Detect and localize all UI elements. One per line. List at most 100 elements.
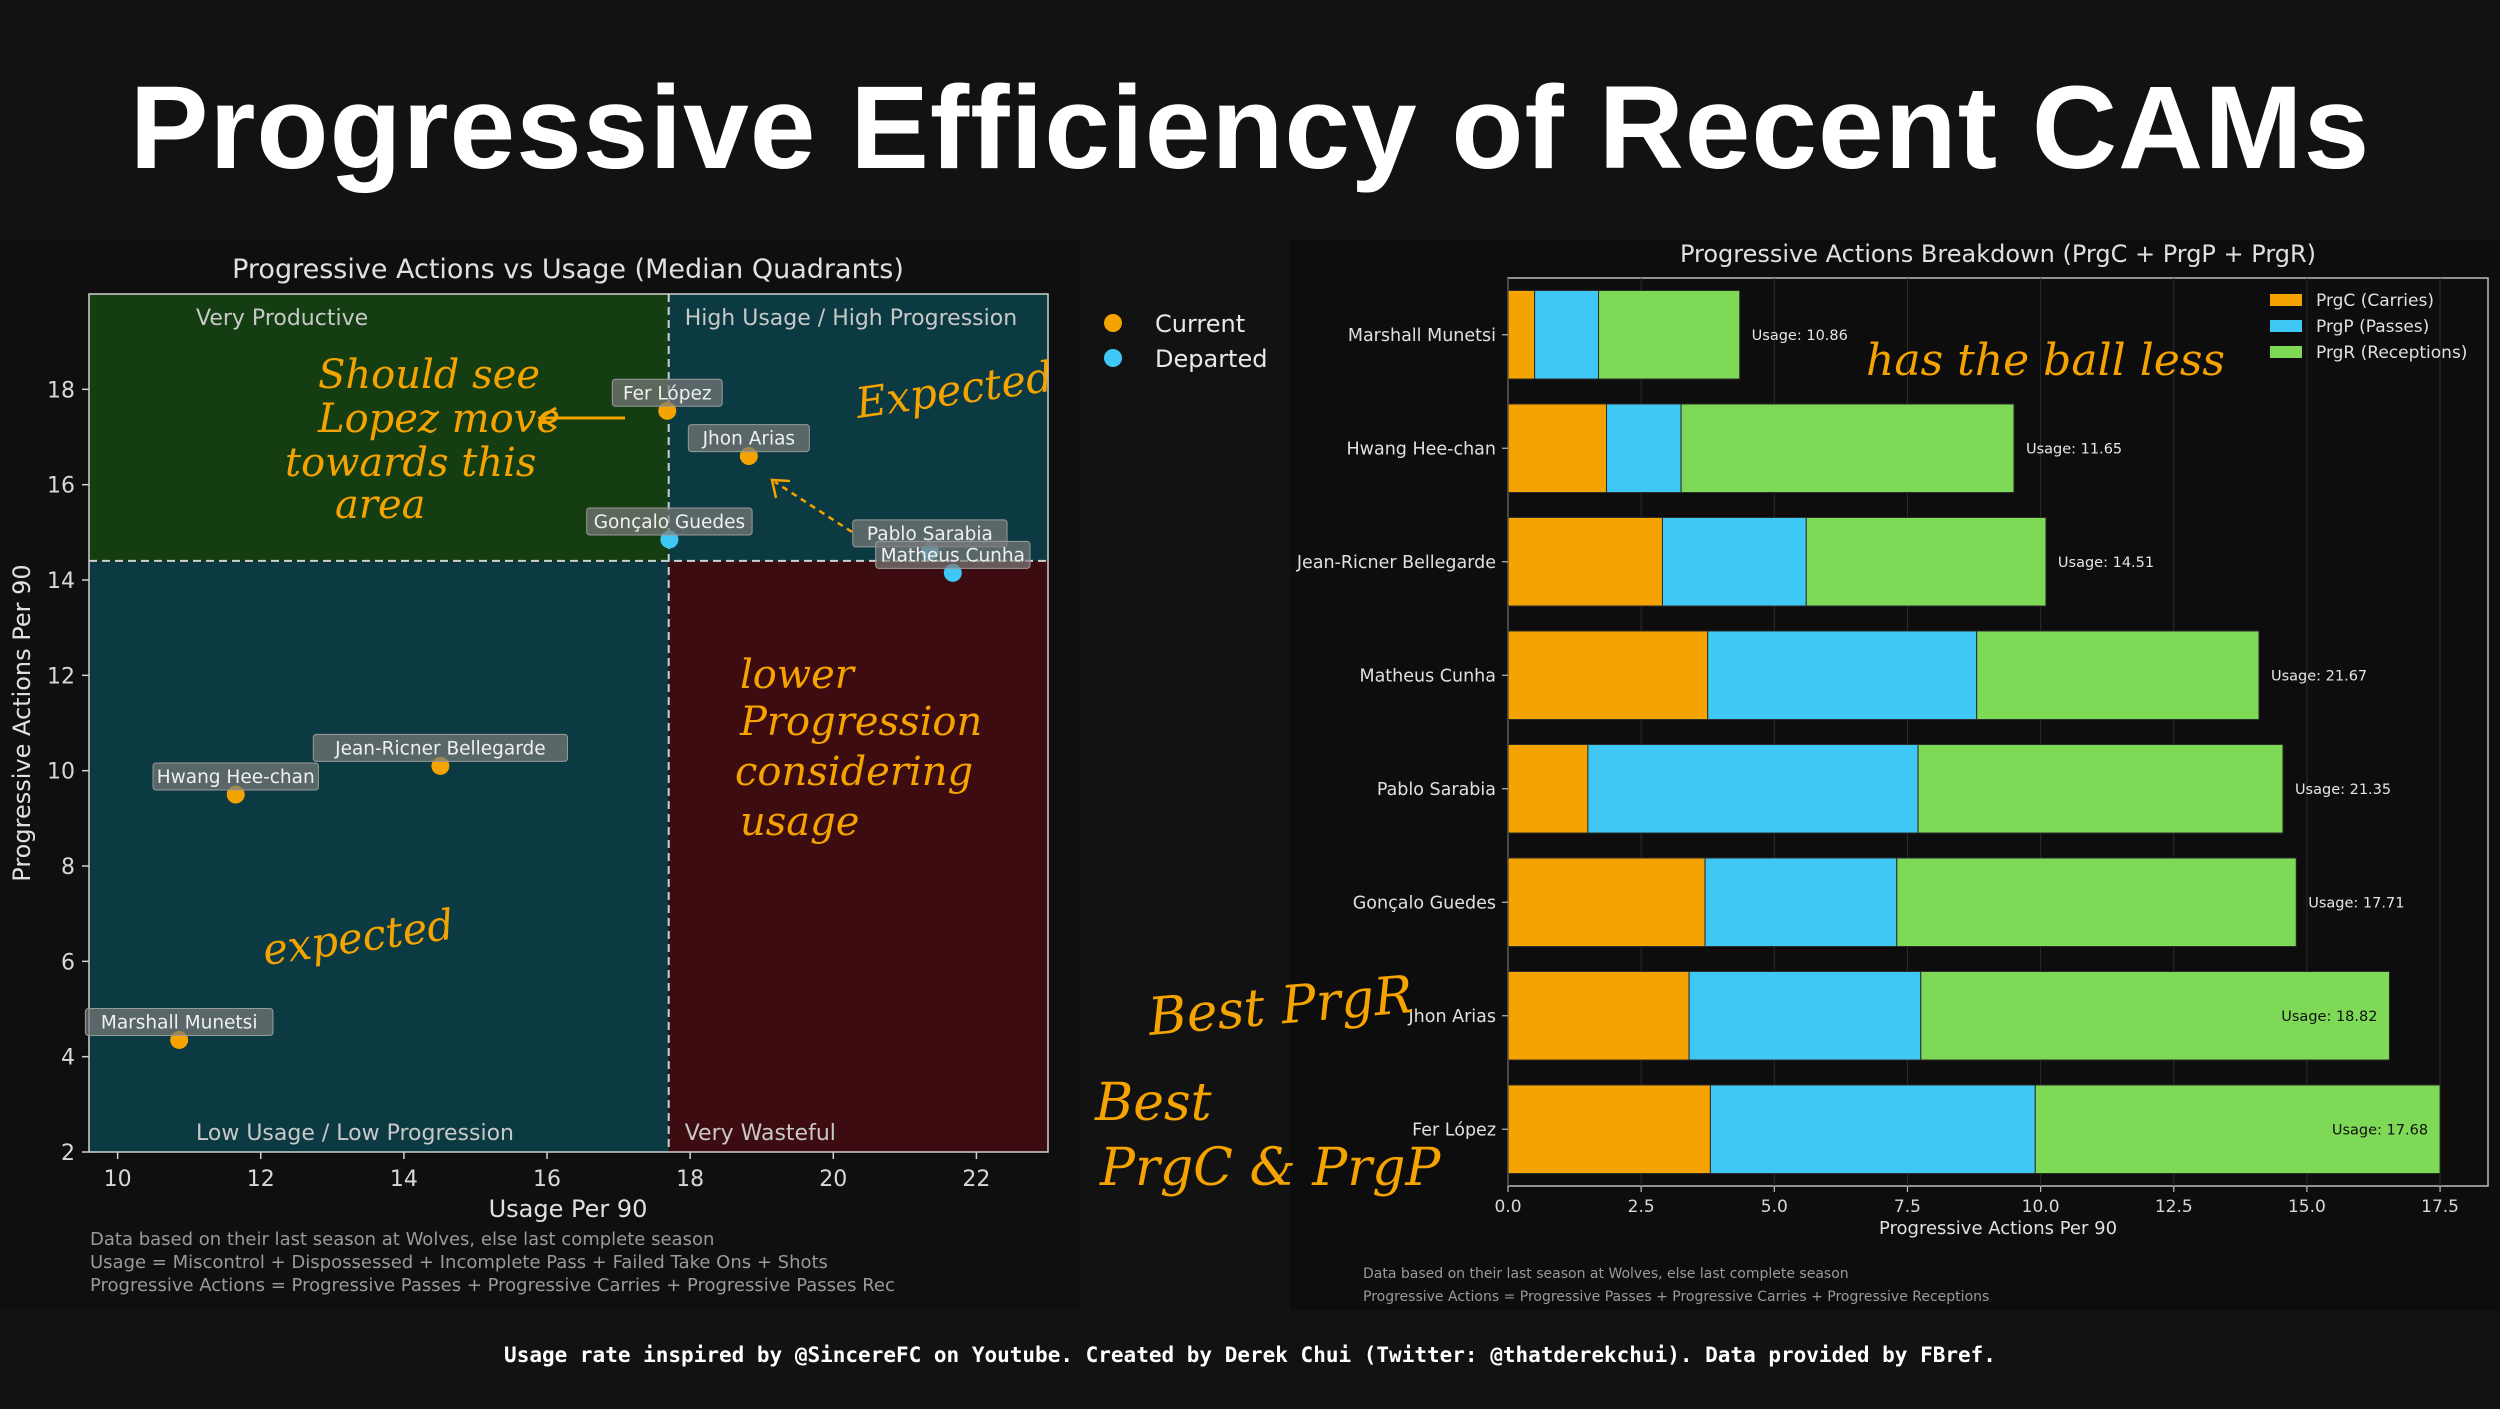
point-label-jean-ricner-bellegarde: Jean-Ricner Bellegarde: [334, 738, 546, 759]
quadrant-very-wasteful: [668, 560, 1048, 1152]
bar-segment-prgc: [1507, 630, 1709, 721]
point-label-fer-lopez: Fer López: [623, 383, 712, 404]
annotation-should-see-3: towards this: [285, 440, 536, 486]
bar-category-label: Jhon Arias: [1408, 1007, 1496, 1027]
usage-label: Usage: 11.65: [2026, 441, 2122, 457]
annotation-best-prgc-2: PrgC & PrgP: [1099, 1138, 1441, 1198]
annotation-lower-1: lower: [740, 652, 857, 698]
usage-label: Usage: 21.35: [2295, 782, 2391, 798]
bar-x-tick-label: 2.5: [1628, 1197, 1655, 1217]
bar-category-label: Jean-Ricner Bellegarde: [1296, 553, 1496, 573]
bar-segment-prgc: [1507, 1084, 1711, 1175]
bar-segment-prgp: [1606, 403, 1682, 494]
legend-departed-label: Departed: [1155, 345, 1267, 373]
quadrant-very-productive: [89, 294, 669, 561]
quadrant-label-low-low: Low Usage / Low Progression: [196, 1121, 514, 1146]
bar-segment-prgp: [1661, 516, 1807, 607]
point-label-box: [152, 762, 319, 791]
scatter-x-tick-label: 14: [390, 1167, 418, 1192]
bar-segment-prgc: [1507, 970, 1690, 1061]
bar-segment-prgc: [1507, 289, 1536, 380]
scatter-x-tick-label: 22: [962, 1167, 990, 1192]
scatter-note-3: Progressive Actions = Progressive Passes…: [90, 1275, 895, 1296]
scatter-y-tick-label: 10: [47, 760, 75, 785]
legend-current-label: Current: [1155, 310, 1245, 338]
footer-credits: Usage rate inspired by @SincereFC on You…: [504, 1343, 1996, 1367]
bar-segment-prgc: [1507, 516, 1663, 607]
annotation-should-see-1: Should see: [318, 352, 540, 398]
quadrant-label-very-productive: Very Productive: [196, 306, 368, 331]
annotation-lower-4: usage: [740, 799, 859, 845]
scatter-plot-border: [88, 293, 1049, 1153]
scatter-title: Progressive Actions vs Usage (Median Qua…: [232, 254, 904, 285]
point-label-box: [875, 540, 1031, 569]
bar-x-tick-label: 0.0: [1494, 1197, 1521, 1217]
legend-current-marker: [1104, 314, 1122, 332]
annotations: Should see Lopez move towards this area …: [260, 335, 2225, 1198]
annotation-lower-2: Progression: [739, 699, 982, 745]
scatter-y-tick-label: 4: [61, 1046, 75, 1071]
quadrant-low-low: [89, 560, 669, 1152]
scatter-x-axis-label: Usage Per 90: [489, 1195, 648, 1223]
scatter-note-2: Usage = Miscontrol + Dispossessed + Inco…: [90, 1252, 828, 1273]
point-label-box: [687, 424, 810, 453]
scatter-x-tick-label: 16: [533, 1167, 561, 1192]
scatter-x-tick-label: 18: [676, 1167, 704, 1192]
scatter-x-tick-label: 20: [819, 1167, 847, 1192]
bar-x-tick-label: 10.0: [2022, 1197, 2060, 1217]
bar-segment-prgr: [1917, 743, 2284, 834]
annotation-should-see-2: Lopez move: [317, 396, 560, 442]
annotation-lower-3: considering: [735, 749, 973, 795]
annotation-should-see-4: area: [335, 482, 426, 528]
point-label-box: [84, 1007, 274, 1036]
scatter-y-tick-label: 2: [61, 1141, 75, 1166]
bar-segment-prgc: [1507, 403, 1608, 494]
bar-x-tick-label: 7.5: [1894, 1197, 1921, 1217]
point-label-pablo-sarabia: Pablo Sarabia: [867, 524, 993, 545]
quadrant-label-very-wasteful: Very Wasteful: [685, 1121, 836, 1146]
usage-label: Usage: 17.71: [2308, 895, 2404, 911]
scatter-y-axis-label: Progressive Actions Per 90: [8, 564, 36, 881]
bar-segment-prgr: [1805, 516, 2047, 607]
scatter-y-tick-label: 12: [47, 664, 75, 689]
bar-legend-label-prgc: PrgC (Carries): [2316, 291, 2434, 311]
usage-label: Usage: 21.67: [2271, 668, 2367, 684]
bar-category-label: Hwang Hee-chan: [1347, 439, 1497, 459]
annotation-arrow-dashed: [774, 480, 853, 534]
bar-legend-swatch-prgc: [2270, 294, 2302, 306]
bar-category-label: Fer López: [1412, 1120, 1496, 1140]
bar-x-tick-label: 15.0: [2288, 1197, 2326, 1217]
bar-category-label: Marshall Munetsi: [1348, 326, 1496, 346]
point-label-jhon-arias: Jhon Arias: [702, 429, 795, 450]
bar-x-tick-label: 12.5: [2155, 1197, 2193, 1217]
scatter-chart: Progressive Actions vs Usage (Median Qua…: [8, 254, 1267, 1296]
bar-title: Progressive Actions Breakdown (PrgC + Pr…: [1680, 240, 2316, 268]
bar-segment-prgp: [1704, 857, 1898, 948]
bar-chart: Usage: 10.86 Marshall Munetsi Usage: 11.65…: [1296, 240, 2489, 1305]
bar-segment-prgp: [1688, 970, 1922, 1061]
bar-segment-prgp: [1534, 289, 1600, 380]
quadrant-label-high-high: High Usage / High Progression: [685, 306, 1017, 331]
scatter-y-tick-label: 8: [61, 855, 75, 880]
scatter-y-tick-label: 18: [47, 378, 75, 403]
bar-legend-swatch-prgr: [2270, 346, 2302, 358]
bar-segment-prgr: [1920, 970, 2390, 1061]
point-label-box: [312, 733, 568, 762]
point-label-box: [586, 507, 753, 536]
annotation-ball-less: has the ball less: [1866, 335, 2225, 386]
bar-segment-prgp: [1707, 630, 1978, 721]
bar-segment-prgr: [1680, 403, 2015, 494]
bar-segment-prgr: [1896, 857, 2297, 948]
bar-legend-label-prgr: PrgR (Receptions): [2316, 343, 2467, 363]
usage-label: Usage: 18.82: [2281, 1009, 2377, 1025]
bar-segment-prgr: [2034, 1084, 2441, 1175]
bar-legend-label-prgp: PrgP (Passes): [2316, 317, 2429, 337]
point-label-box: [611, 378, 723, 407]
bar-category-label: Pablo Sarabia: [1377, 780, 1496, 800]
bar-x-axis-label: Progressive Actions Per 90: [1879, 1218, 2117, 1239]
scatter-x-tick-label: 10: [104, 1167, 132, 1192]
bar-x-tick-label: 17.5: [2421, 1197, 2459, 1217]
usage-label: Usage: 14.51: [2058, 555, 2154, 571]
bar-note-2: Progressive Actions = Progressive Passes…: [1363, 1289, 1989, 1305]
